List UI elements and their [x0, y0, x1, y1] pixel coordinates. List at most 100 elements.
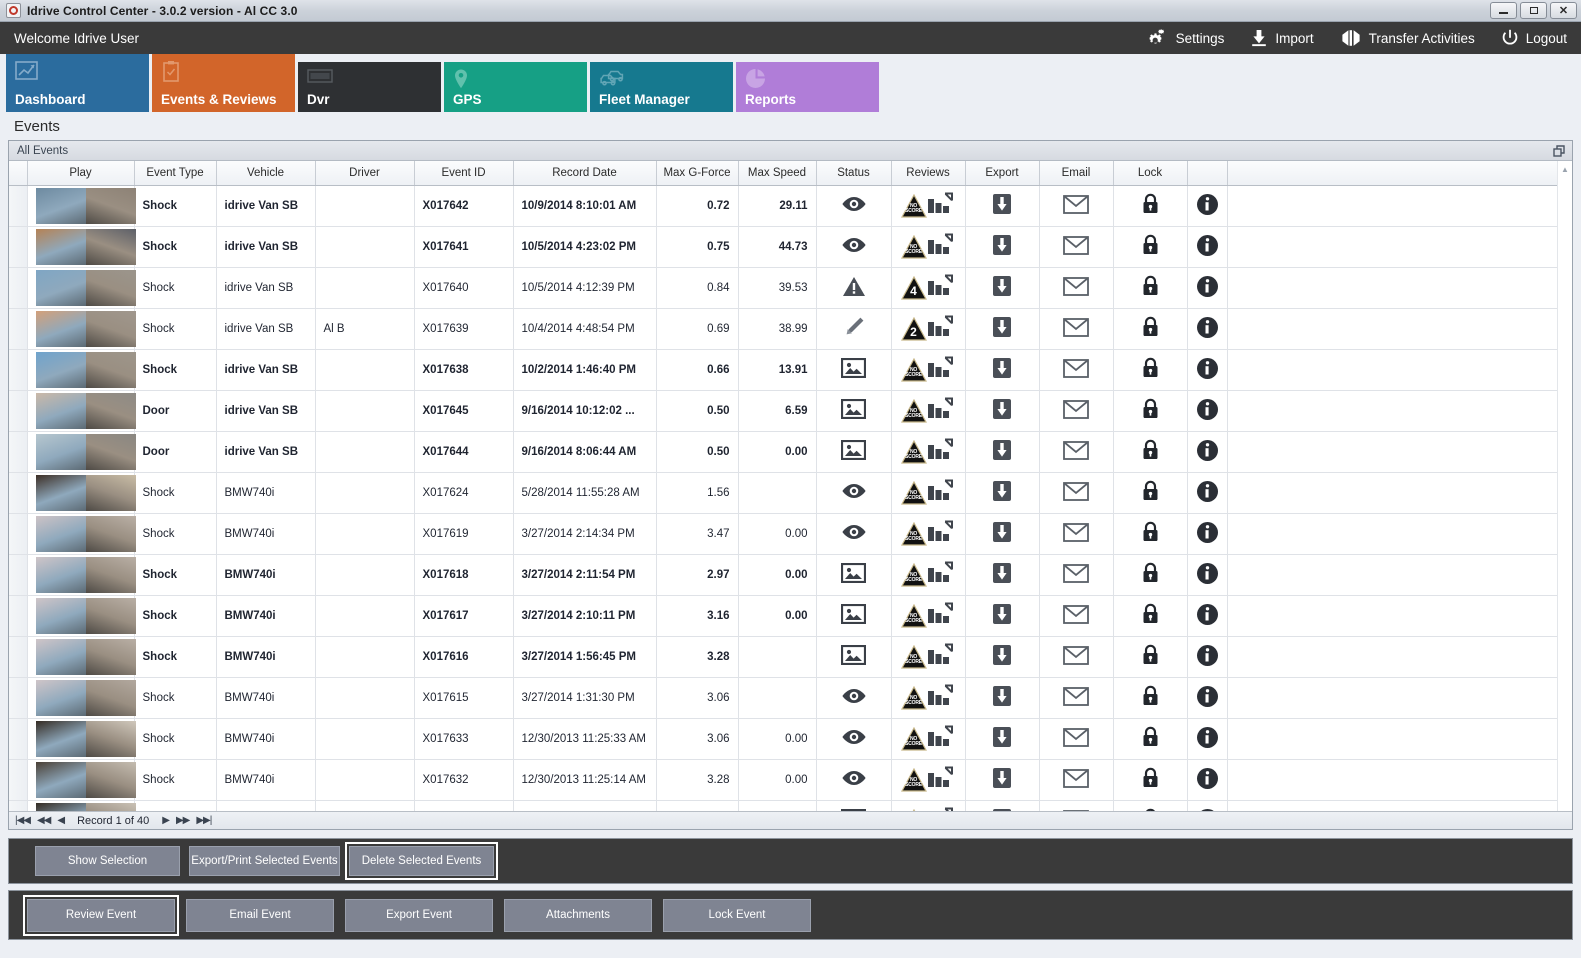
cell-export[interactable]	[965, 718, 1040, 760]
info-circle-icon[interactable]	[1196, 398, 1219, 424]
play-thumbnails[interactable]	[27, 677, 136, 719]
thumbnail-interior-camera[interactable]	[85, 720, 136, 757]
cell-status[interactable]	[816, 759, 892, 801]
cell-lock[interactable]	[1113, 472, 1188, 514]
download-arrow-icon[interactable]	[992, 317, 1012, 341]
cell-info[interactable]	[1187, 636, 1228, 678]
padlock-icon[interactable]	[1141, 603, 1160, 628]
download-arrow-icon[interactable]	[992, 276, 1012, 300]
envelope-icon[interactable]	[1063, 481, 1089, 504]
event-thumbnail-pair[interactable]	[35, 433, 136, 470]
cell-email[interactable]	[1039, 554, 1114, 596]
cell-email[interactable]	[1039, 636, 1114, 678]
cell-export[interactable]	[965, 513, 1040, 555]
event-thumbnail-pair[interactable]	[35, 269, 136, 306]
table-row[interactable]: Shock BMW740i X017631 12/30/2013 10:08:1…	[9, 800, 1557, 811]
event-thumbnail-pair[interactable]	[35, 802, 136, 811]
eye-icon[interactable]	[841, 238, 867, 256]
tab-gps[interactable]: GPS	[444, 62, 587, 112]
first-record-button[interactable]: |◀◀	[15, 815, 31, 826]
cell-status[interactable]	[816, 595, 892, 637]
thumbnail-road-camera[interactable]	[35, 761, 86, 798]
cell-info[interactable]	[1187, 718, 1228, 760]
envelope-icon[interactable]	[1063, 727, 1089, 750]
cell-email[interactable]	[1039, 267, 1114, 309]
info-circle-icon[interactable]	[1196, 603, 1219, 629]
row-selector[interactable]	[9, 226, 28, 268]
padlock-icon[interactable]	[1141, 480, 1160, 505]
row-selector[interactable]	[9, 800, 28, 811]
padlock-icon[interactable]	[1141, 562, 1160, 587]
cell-email[interactable]	[1039, 513, 1114, 555]
cell-status[interactable]	[816, 718, 892, 760]
email-event-button[interactable]: Email Event	[186, 898, 334, 932]
table-row[interactable]: Shock BMW740i X017619 3/27/2014 2:14:34 …	[9, 513, 1557, 555]
cell-export[interactable]	[965, 595, 1040, 637]
thumbnail-interior-camera[interactable]	[85, 228, 136, 265]
cell-lock[interactable]	[1113, 718, 1188, 760]
thumbnail-road-camera[interactable]	[35, 228, 86, 265]
padlock-icon[interactable]	[1141, 398, 1160, 423]
padlock-icon[interactable]	[1141, 439, 1160, 464]
image-icon[interactable]	[840, 644, 867, 668]
event-thumbnail-pair[interactable]	[35, 515, 136, 552]
prev-record-button[interactable]: ◀	[57, 815, 65, 826]
info-circle-icon[interactable]	[1196, 521, 1219, 547]
column-header-export[interactable]: Export	[965, 161, 1040, 186]
cell-status[interactable]	[816, 308, 892, 350]
tab-reports[interactable]: Reports	[736, 62, 879, 112]
cell-email[interactable]	[1039, 677, 1114, 719]
cell-export[interactable]	[965, 308, 1040, 350]
play-thumbnails[interactable]	[27, 431, 136, 473]
cell-lock[interactable]	[1113, 431, 1188, 473]
pencil-icon[interactable]	[843, 317, 865, 341]
cell-info[interactable]	[1187, 595, 1228, 637]
cell-lock[interactable]	[1113, 390, 1188, 432]
cell-info[interactable]	[1187, 308, 1228, 350]
table-row[interactable]: Shock idrive Van SB Al B X017639 10/4/20…	[9, 308, 1557, 350]
cell-lock[interactable]	[1113, 759, 1188, 801]
cell-email[interactable]	[1039, 226, 1114, 268]
download-arrow-icon[interactable]	[992, 727, 1012, 751]
cell-export[interactable]	[965, 677, 1040, 719]
row-selector[interactable]	[9, 718, 28, 760]
cell-info[interactable]	[1187, 472, 1228, 514]
table-row[interactable]: Shock BMW740i X017633 12/30/2013 11:25:3…	[9, 718, 1557, 760]
play-thumbnails[interactable]	[27, 759, 136, 801]
event-thumbnail-pair[interactable]	[35, 720, 136, 757]
table-row[interactable]: Shock BMW740i X017616 3/27/2014 1:56:45 …	[9, 636, 1557, 678]
play-thumbnails[interactable]	[27, 595, 136, 637]
download-arrow-icon[interactable]	[992, 440, 1012, 464]
cell-email[interactable]	[1039, 349, 1114, 391]
play-thumbnails[interactable]	[27, 349, 136, 391]
table-row[interactable]: Shock idrive Van SB X017638 10/2/2014 1:…	[9, 349, 1557, 391]
column-header-event-type[interactable]: Event Type	[134, 161, 217, 186]
row-selector[interactable]	[9, 513, 28, 555]
cell-email[interactable]	[1039, 185, 1114, 227]
thumbnail-road-camera[interactable]	[35, 638, 86, 675]
table-row[interactable]: Shock idrive Van SB X017640 10/5/2014 4:…	[9, 267, 1557, 309]
info-circle-icon[interactable]	[1196, 480, 1219, 506]
cell-export[interactable]	[965, 349, 1040, 391]
thumbnail-interior-camera[interactable]	[85, 679, 136, 716]
event-thumbnail-pair[interactable]	[35, 597, 136, 634]
column-header-driver[interactable]: Driver	[315, 161, 415, 186]
play-thumbnails[interactable]	[27, 390, 136, 432]
cell-email[interactable]	[1039, 390, 1114, 432]
table-row[interactable]: Door idrive Van SB X017645 9/16/2014 10:…	[9, 390, 1557, 432]
envelope-icon[interactable]	[1063, 768, 1089, 791]
lock-event-button[interactable]: Lock Event	[663, 898, 811, 932]
next-page-button[interactable]: ▶▶	[175, 815, 190, 826]
event-thumbnail-pair[interactable]	[35, 556, 136, 593]
export-event-button[interactable]: Export Event	[345, 898, 493, 932]
envelope-icon[interactable]	[1063, 440, 1089, 463]
padlock-icon[interactable]	[1141, 234, 1160, 259]
cell-lock[interactable]	[1113, 308, 1188, 350]
play-thumbnails[interactable]	[27, 472, 136, 514]
info-circle-icon[interactable]	[1196, 439, 1219, 465]
envelope-icon[interactable]	[1063, 645, 1089, 668]
delete-selected-events-button[interactable]: Delete Selected Events	[345, 842, 498, 880]
